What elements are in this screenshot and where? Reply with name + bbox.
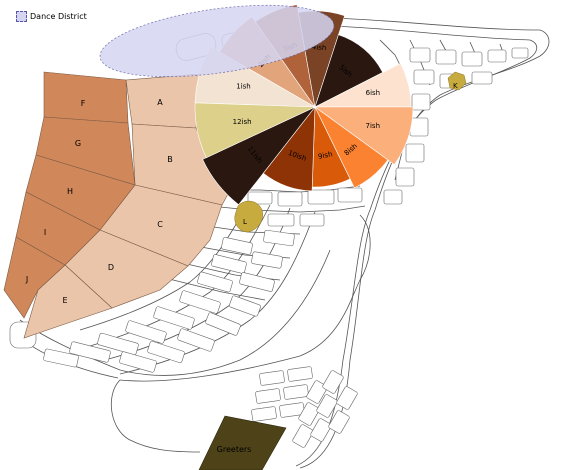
sector-11: [202, 106, 316, 206]
sector-1-label: 1ish: [236, 82, 250, 90]
plaza-label-e: E: [62, 296, 67, 305]
landmark-l: L: [234, 200, 263, 233]
plaza-j: [3, 236, 66, 319]
plaza-label-h: H: [67, 187, 73, 196]
plaza-label-g: G: [75, 139, 81, 148]
plaza-label-i: I: [44, 228, 46, 237]
landmark-k: K: [447, 71, 467, 91]
plaza-label-j: J: [25, 275, 28, 284]
sector-6-label: 6ish: [366, 89, 380, 97]
clock-sectors: 1ish2ish3ish4ish5ish6ish7ish8ish9ish10is…: [194, 4, 414, 206]
sector-12-label: 12ish: [233, 118, 252, 126]
sector-7-label: 7ish: [366, 122, 380, 130]
sector-9-label: 9ish: [317, 150, 333, 161]
sector-8: [314, 106, 389, 189]
plaza-label-f: F: [81, 99, 86, 108]
sector-7: [314, 106, 414, 166]
sector-12: [194, 102, 316, 159]
dance-district-zone: [99, 4, 335, 78]
legend-swatch: [16, 11, 27, 22]
greeters-label: Greeters: [217, 445, 252, 454]
landmark-l-label: L: [243, 218, 247, 226]
sector-5: [314, 34, 384, 108]
plaza-a: [125, 73, 201, 129]
plaza-label-d: D: [108, 263, 114, 272]
map-legend: Dance District: [16, 11, 87, 22]
plaza-label-b: B: [167, 155, 173, 164]
plaza-label-a: A: [157, 98, 163, 107]
plaza-labels: A B C D E F G H I J: [25, 98, 173, 305]
greeters-area: Greeters: [198, 415, 287, 470]
plaza-f: [43, 71, 129, 124]
plaza-sections: [3, 71, 241, 339]
plaza-label-c: C: [157, 220, 163, 229]
legend-label: Dance District: [30, 12, 87, 21]
sector-4-label: 4ish: [312, 43, 327, 52]
landmark-k-label: K: [453, 82, 458, 90]
